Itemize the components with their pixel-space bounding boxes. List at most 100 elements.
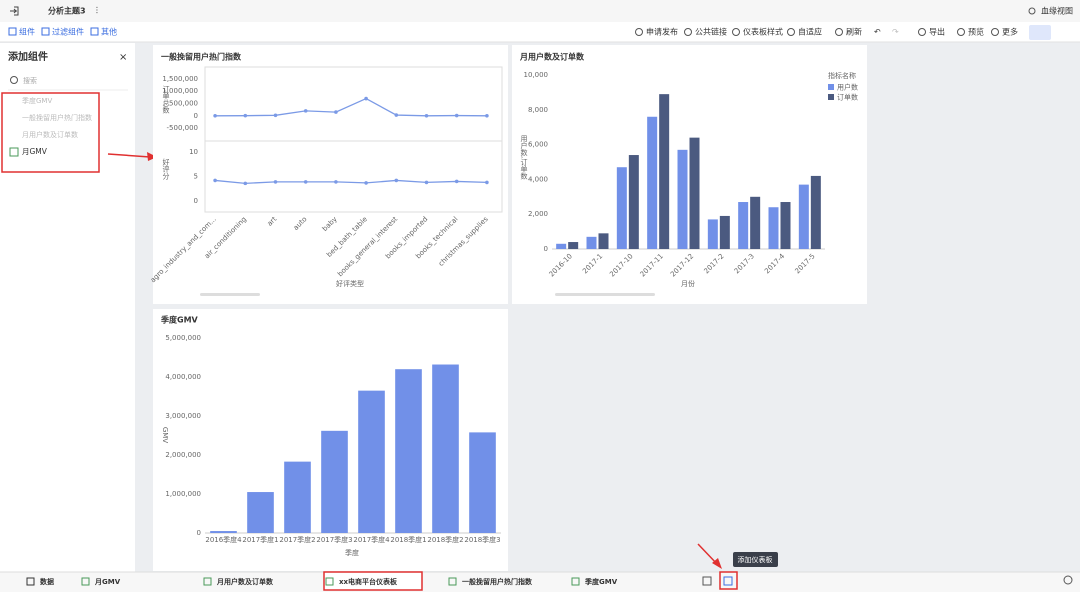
top-bar [0,0,1080,22]
component-item[interactable]: 月用户数及订单数 [22,130,78,139]
y-tick-label: 500,000 [169,100,198,108]
bar [707,219,718,249]
chart-card[interactable] [153,45,508,304]
tab-icon[interactable] [723,576,733,586]
x-tick-label: 2018季度2 [427,535,463,544]
toolbar-button[interactable]: 更多 [1002,27,1018,37]
tab[interactable]: 季度GMV [584,577,618,586]
y-tick-label: 0 [544,245,548,253]
toolbar-icon [835,28,843,36]
bar [395,369,422,533]
bar [810,175,821,249]
undo-button[interactable]: ↶ [873,28,881,37]
arrow-head [712,558,722,569]
point [303,180,308,184]
bar [284,461,311,533]
tab-icon [26,577,35,586]
toolbar-button[interactable]: 申请发布 [646,27,678,37]
line [215,179,487,185]
y-axis-label: 订单总数 [162,85,170,115]
point [485,180,489,185]
y-tick-label: 0 [194,112,198,120]
toolbar-button[interactable]: 组件 [19,27,35,37]
tooltip: 添加仪表板 [738,555,773,564]
tab[interactable]: 月GMV [94,578,121,586]
bar [798,184,809,249]
bar [677,149,688,249]
toolbar-button[interactable]: 导出 [929,27,945,37]
sidebar-title: 添加组件 [8,50,48,63]
arrow [107,153,151,158]
x-tick-label: 2018季度1 [390,535,426,544]
tab[interactable]: 数据 [40,577,54,586]
toolbar-button[interactable]: 自适应 [798,27,822,37]
close-button[interactable]: × [119,52,127,63]
tab[interactable]: xx电商平台仪表板 [339,577,398,586]
arrow-head [147,152,157,161]
tab-bar [0,572,1080,592]
active-tab[interactable] [323,571,423,591]
toolbar-icon [918,28,926,36]
item-icon [9,147,19,157]
component-item[interactable]: 季度GMV [22,96,52,105]
point [394,178,399,183]
toolbar-icon [957,28,965,36]
y-tick-label: 1,000,000 [165,490,201,498]
point [364,96,368,101]
menu-dots[interactable]: ⋮ [93,6,101,15]
redo-button[interactable]: ↷ [892,28,899,37]
y-tick-label: 4,000,000 [165,373,201,381]
lineage-link[interactable]: 血缘视图 [1041,6,1073,16]
device-toggle[interactable] [1029,25,1051,40]
y-tick-label: 6,000 [528,141,548,149]
point [334,180,338,184]
y-tick-label: 3,000,000 [165,412,201,420]
toolbar-button[interactable]: 过滤组件 [52,27,84,37]
search-input[interactable]: 搜索 [23,76,37,85]
component-item[interactable]: 一般挽留用户热门指数 [22,113,92,122]
tab[interactable]: 月用户数及订单数 [216,577,274,586]
toolbar-button[interactable]: 仪表板样式 [743,27,783,37]
collapse-button[interactable] [1063,575,1073,585]
toolbar [0,22,1080,42]
y-tick-label: 10,000 [524,71,549,79]
toolbar-button[interactable]: 其他 [101,27,117,37]
plot-frame [204,66,503,213]
chart-title: 一般挽留用户热门指数 [161,52,242,62]
tab[interactable]: 一般挽留用户热门指数 [462,577,533,586]
lineage-icon[interactable] [1028,7,1036,15]
bar [210,531,237,533]
y-axis-label: GMV [161,427,169,443]
point [213,113,217,118]
toolbar-button[interactable]: 刷新 [846,27,862,37]
y-tick-label: 1,500,000 [162,75,198,83]
toolbar-button[interactable]: 公共链接 [695,27,727,37]
point [243,113,248,118]
tab-icon [81,577,90,586]
point [303,109,308,113]
component-item[interactable]: 月GMV [22,147,48,156]
bar [750,196,761,249]
bar [689,137,700,249]
point [334,110,338,114]
bar [616,167,627,249]
search-icon [10,76,18,84]
scrollbar[interactable] [200,293,260,296]
bar [586,236,597,249]
legend-label[interactable]: 订单数 [837,93,858,102]
y-tick-label: 5 [194,173,198,181]
toolbar-icon [90,27,99,36]
back-icon[interactable] [10,6,19,16]
bar [358,390,385,533]
bar [738,202,749,249]
y-axis-label: 好评分 [162,158,170,181]
tab-icon[interactable] [702,576,712,586]
toolbar-icon [787,28,795,36]
x-tick-label: 2017季度3 [316,535,352,544]
topic-title[interactable]: 分析主题3 [48,6,86,16]
add-dashboard-box[interactable] [719,571,738,590]
toolbar-button[interactable]: 预览 [968,27,984,37]
legend-label[interactable]: 用户数 [837,83,858,92]
scrollbar[interactable] [555,293,655,296]
